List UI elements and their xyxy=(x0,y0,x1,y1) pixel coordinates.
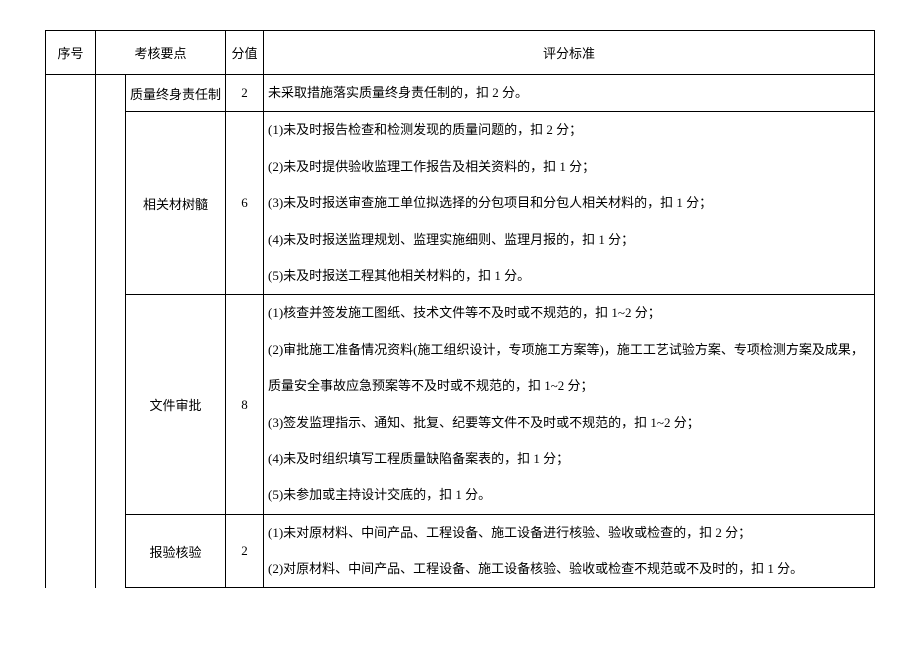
point-cell: 报验核验 xyxy=(126,514,226,588)
header-num: 序号 xyxy=(46,31,96,75)
criteria-line: (2)未及时提供验收监理工作报告及相关资料的，扣 1 分； xyxy=(268,149,870,185)
criteria-line: (1)未对原材料、中间产品、工程设备、施工设备进行核验、验收或检查的，扣 2 分… xyxy=(268,515,870,551)
table-row: 相关材树髓 6 (1)未及时报告检查和检测发现的质量问题的，扣 2 分； (2)… xyxy=(46,112,875,295)
score-cell: 2 xyxy=(226,75,264,112)
criteria-cell: (1)未及时报告检查和检测发现的质量问题的，扣 2 分； (2)未及时提供验收监… xyxy=(264,112,875,295)
criteria-cell: (1)核查并签发施工图纸、技术文件等不及时或不规范的，扣 1~2 分； (2)审… xyxy=(264,295,875,514)
table-row: 文件审批 8 (1)核查并签发施工图纸、技术文件等不及时或不规范的，扣 1~2 … xyxy=(46,295,875,514)
header-criteria: 评分标准 xyxy=(264,31,875,75)
table-row: 报验核验 2 (1)未对原材料、中间产品、工程设备、施工设备进行核验、验收或检查… xyxy=(46,514,875,588)
criteria-cell: 未采取措施落实质量终身责任制的，扣 2 分。 xyxy=(264,75,875,112)
header-score: 分值 xyxy=(226,31,264,75)
num-cell xyxy=(46,75,96,588)
criteria-cell: (1)未对原材料、中间产品、工程设备、施工设备进行核验、验收或检查的，扣 2 分… xyxy=(264,514,875,588)
header-row: 序号 考核要点 分值 评分标准 xyxy=(46,31,875,75)
score-cell: 8 xyxy=(226,295,264,514)
criteria-line: (3)签发监理指示、通知、批复、纪要等文件不及时或不规范的，扣 1~2 分； xyxy=(268,405,870,441)
assessment-table: 序号 考核要点 分值 评分标准 质量终身责任制 2 未采取措施落实质量终身责任制… xyxy=(45,30,875,588)
point-cell: 质量终身责任制 xyxy=(126,75,226,112)
point-cell: 相关材树髓 xyxy=(126,112,226,295)
criteria-line: (5)未参加或主持设计交底的，扣 1 分。 xyxy=(268,477,870,513)
criteria-line: (4)未及时组织填写工程质量缺陷备案表的，扣 1 分； xyxy=(268,441,870,477)
criteria-line: (5)未及时报送工程其他相关材料的，扣 1 分。 xyxy=(268,258,870,294)
point-group-cell xyxy=(96,75,126,588)
criteria-line: 未采取措施落实质量终身责任制的，扣 2 分。 xyxy=(268,75,870,111)
criteria-line: 质量安全事故应急预案等不及时或不规范的，扣 1~2 分； xyxy=(268,368,870,404)
header-point: 考核要点 xyxy=(96,31,226,75)
criteria-line: (2)审批施工准备情况资料(施工组织设计，专项施工方案等)，施工工艺试验方案、专… xyxy=(268,332,870,368)
criteria-line: (2)对原材料、中间产品、工程设备、施工设备核验、验收或检查不规范或不及时的，扣… xyxy=(268,551,870,587)
criteria-line: (4)未及时报送监理规划、监理实施细则、监理月报的，扣 1 分； xyxy=(268,222,870,258)
point-cell: 文件审批 xyxy=(126,295,226,514)
score-cell: 2 xyxy=(226,514,264,588)
criteria-line: (1)未及时报告检查和检测发现的质量问题的，扣 2 分； xyxy=(268,112,870,148)
score-cell: 6 xyxy=(226,112,264,295)
criteria-line: (1)核查并签发施工图纸、技术文件等不及时或不规范的，扣 1~2 分； xyxy=(268,295,870,331)
criteria-line: (3)未及时报送审查施工单位拟选择的分包项目和分包人相关材料的，扣 1 分； xyxy=(268,185,870,221)
table-row: 质量终身责任制 2 未采取措施落实质量终身责任制的，扣 2 分。 xyxy=(46,75,875,112)
